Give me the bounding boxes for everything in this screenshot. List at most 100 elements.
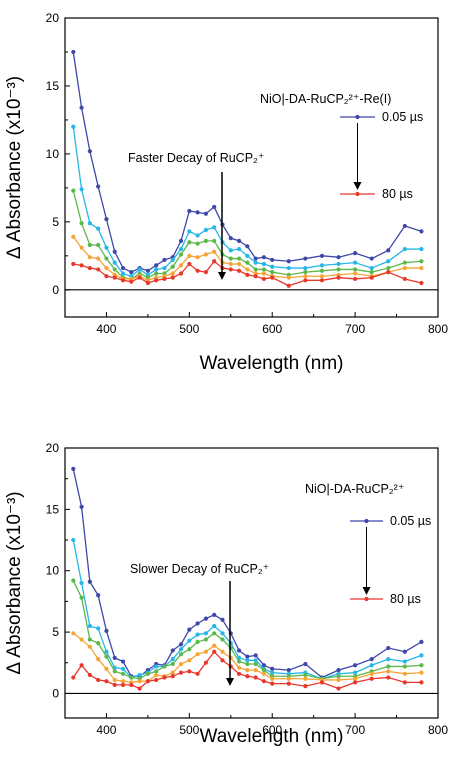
- y-tick-label: 15: [46, 502, 60, 516]
- data-point: [261, 267, 267, 272]
- data-point: [245, 661, 250, 667]
- data-point: [319, 253, 325, 258]
- y-tick-label: 10: [46, 147, 60, 161]
- data-point: [87, 672, 92, 678]
- data-point: [79, 504, 84, 510]
- x-tick-label: 500: [179, 723, 199, 737]
- data-point: [195, 210, 200, 215]
- data-point: [178, 252, 184, 257]
- x-tick-label: 600: [262, 723, 282, 737]
- data-point: [154, 271, 159, 276]
- data-point: [187, 658, 192, 663]
- data-point: [129, 279, 134, 284]
- chart-panel-2: 400 500 600 700 800 0 5 10 15 20 Wavelength (nm) Δ …: [4, 441, 448, 747]
- data-point: [270, 670, 275, 675]
- data-point: [319, 274, 325, 279]
- data-point: [203, 649, 209, 654]
- data-point: [112, 682, 117, 687]
- data-point: [195, 233, 200, 238]
- data-point: [203, 637, 209, 642]
- data-point: [203, 631, 209, 636]
- data-point: [104, 666, 109, 672]
- data-point: [104, 265, 109, 271]
- data-point: [71, 675, 76, 680]
- data-point: [402, 223, 407, 229]
- data-point: [104, 679, 109, 684]
- data-point: [270, 676, 275, 681]
- data-point: [236, 648, 242, 653]
- series-line: [72, 126, 422, 277]
- data-point: [245, 267, 250, 272]
- x-tick-label: 600: [262, 322, 282, 336]
- data-point: [96, 256, 101, 261]
- data-point: [270, 257, 275, 263]
- data-point: [253, 675, 258, 680]
- data-point: [261, 671, 267, 676]
- data-point: [96, 626, 101, 631]
- data-point: [336, 686, 341, 691]
- data-point: [112, 260, 117, 265]
- data-point: [245, 253, 250, 258]
- data-point: [303, 278, 308, 283]
- data-point: [120, 278, 126, 283]
- data-point: [195, 652, 200, 657]
- data-point: [96, 656, 101, 662]
- data-point: [96, 226, 101, 231]
- data-point: [87, 265, 92, 271]
- data-point: [71, 578, 76, 583]
- data-point: [154, 664, 159, 669]
- data-point: [178, 647, 184, 652]
- data-point: [419, 663, 424, 668]
- data-point: [253, 653, 258, 658]
- data-point: [87, 221, 92, 226]
- data-point: [79, 187, 84, 192]
- data-point: [353, 276, 358, 282]
- data-point: [319, 263, 325, 268]
- data-point: [120, 659, 126, 664]
- data-point: [195, 241, 200, 246]
- data-point: [137, 679, 142, 684]
- data-point: [261, 271, 267, 276]
- y-tick-label: 20: [46, 11, 60, 25]
- data-point: [402, 649, 407, 654]
- data-point: [104, 256, 109, 261]
- data-point: [145, 280, 150, 286]
- data-point: [96, 677, 101, 683]
- data-point: [303, 672, 308, 678]
- data-point: [336, 267, 341, 272]
- data-point: [286, 259, 291, 264]
- data-point: [145, 268, 150, 273]
- plot-frame: [64, 447, 439, 719]
- data-point: [87, 644, 92, 649]
- series-cyan: [71, 124, 424, 279]
- data-point: [212, 649, 217, 654]
- data-point: [261, 663, 267, 668]
- data-point: [270, 681, 275, 686]
- x-tick-label: 800: [428, 322, 448, 336]
- data-point: [253, 260, 258, 265]
- legend-marker-last: [355, 191, 360, 197]
- data-point: [419, 639, 424, 645]
- data-point: [419, 246, 424, 252]
- data-point: [71, 234, 76, 239]
- data-point: [212, 204, 217, 210]
- data-point: [402, 680, 407, 685]
- data-point: [212, 612, 217, 618]
- series-green: [71, 188, 424, 282]
- data-point: [79, 245, 84, 250]
- data-point: [261, 261, 267, 267]
- data-point: [178, 652, 184, 657]
- data-point: [253, 658, 258, 663]
- data-point: [104, 274, 109, 279]
- data-point: [286, 283, 291, 288]
- data-point: [187, 229, 192, 234]
- y-tick-label: 20: [46, 441, 60, 455]
- data-point: [187, 647, 192, 652]
- data-point: [286, 676, 291, 681]
- data-point: [353, 670, 358, 675]
- x-tick-label: 800: [428, 723, 448, 737]
- data-point: [253, 274, 258, 279]
- data-point: [87, 149, 92, 154]
- data-point: [253, 668, 258, 673]
- data-point: [270, 666, 275, 672]
